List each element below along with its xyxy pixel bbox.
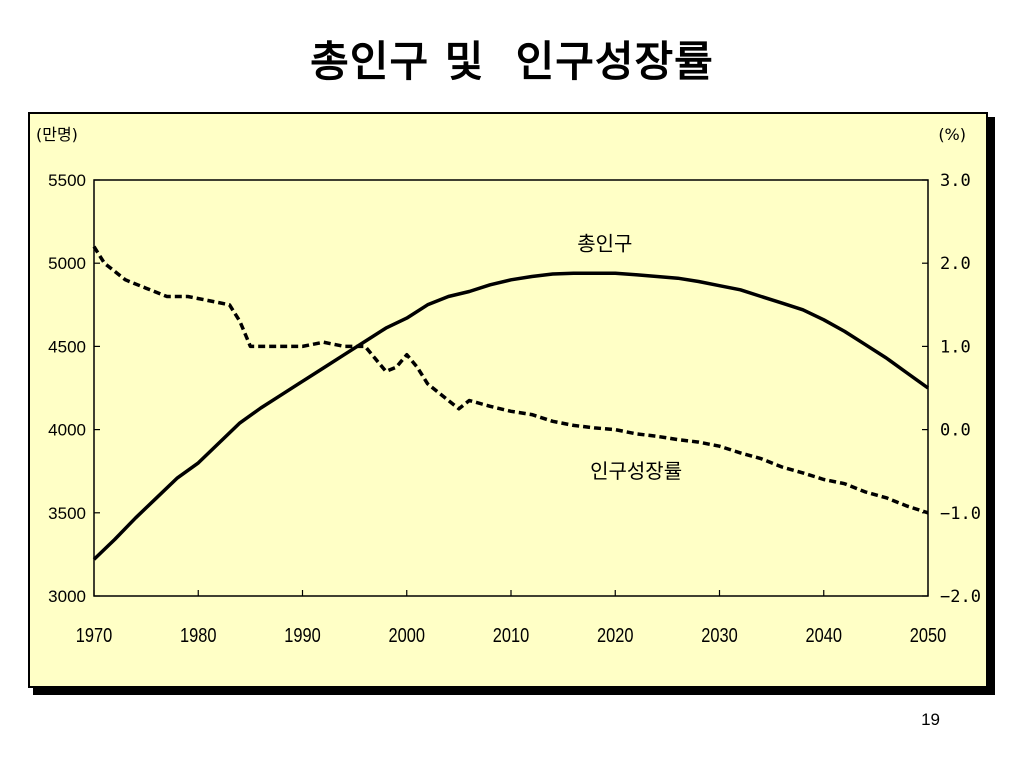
y-right-tick-label: 1.0 — [940, 337, 971, 357]
chart-frame — [28, 112, 988, 688]
y-left-tick-label: 4500 — [48, 337, 86, 356]
x-tick-label: 1970 — [76, 623, 112, 646]
y-left-tick-label: 3500 — [48, 504, 86, 523]
x-tick-label: 1980 — [180, 623, 216, 646]
series-annotation-label: 총인구 — [577, 232, 632, 256]
page-number: 19 — [921, 710, 940, 729]
x-tick-label: 2000 — [389, 623, 425, 646]
x-tick-label: 2010 — [493, 623, 529, 646]
y-right-tick-label: 2.0 — [940, 254, 971, 274]
x-tick-label: 2050 — [910, 623, 946, 646]
y-left-tick-label: 5000 — [48, 254, 86, 273]
series-annotation-label: 인구성장률 — [590, 459, 682, 483]
x-tick-label: 2040 — [806, 623, 842, 646]
y-right-unit-label: (%) — [938, 125, 966, 144]
y-left-tick-label: 5500 — [48, 171, 86, 190]
y-right-tick-label: −1.0 — [940, 504, 981, 524]
y-right-tick-label: 0.0 — [940, 421, 971, 441]
x-tick-label: 2030 — [701, 623, 737, 646]
x-tick-label: 2020 — [597, 623, 633, 646]
series-line-total-population — [92, 271, 930, 561]
y-left-unit-label: (만명) — [36, 125, 78, 144]
y-right-tick-label: −2.0 — [940, 587, 981, 607]
x-tick-label: 1990 — [284, 623, 320, 646]
y-left-tick-label: 3000 — [48, 587, 86, 606]
y-right-tick-label: 3.0 — [940, 171, 971, 191]
y-left-tick-label: 4000 — [48, 421, 86, 440]
series-line-growth-rate — [92, 245, 929, 515]
plot-area-border — [93, 179, 929, 597]
slide-title: 총인구 및 인구성장률 — [310, 37, 714, 86]
